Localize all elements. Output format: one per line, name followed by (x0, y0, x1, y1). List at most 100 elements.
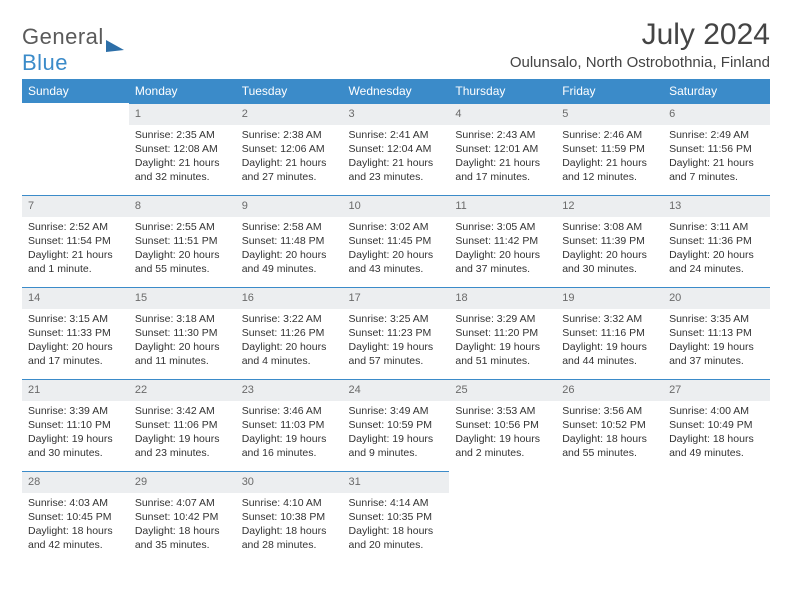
day-body: Sunrise: 2:46 AMSunset: 11:59 PMDaylight… (556, 125, 663, 191)
calendar-day-cell: 9Sunrise: 2:58 AMSunset: 11:48 PMDayligh… (236, 195, 343, 287)
calendar-day-cell: 1Sunrise: 2:35 AMSunset: 12:08 AMDayligh… (129, 103, 236, 195)
sunset-text: Sunset: 11:54 PM (28, 234, 123, 248)
day-body: Sunrise: 4:00 AMSunset: 10:49 PMDaylight… (663, 401, 770, 467)
day-number: 19 (556, 287, 663, 309)
calendar-day-cell: 2Sunrise: 2:38 AMSunset: 12:06 AMDayligh… (236, 103, 343, 195)
calendar-day-cell: 10Sunrise: 3:02 AMSunset: 11:45 PMDaylig… (343, 195, 450, 287)
calendar-week-row: 21Sunrise: 3:39 AMSunset: 11:10 PMDaylig… (22, 379, 770, 471)
day-body: Sunrise: 2:41 AMSunset: 12:04 AMDaylight… (343, 125, 450, 191)
sunrise-text: Sunrise: 2:38 AM (242, 128, 337, 142)
calendar-day-cell: 23Sunrise: 3:46 AMSunset: 11:03 PMDaylig… (236, 379, 343, 471)
day-body: Sunrise: 3:46 AMSunset: 11:03 PMDaylight… (236, 401, 343, 467)
sunrise-text: Sunrise: 2:46 AM (562, 128, 657, 142)
brand-word2: Blue (22, 50, 68, 75)
calendar-day-cell: 26Sunrise: 3:56 AMSunset: 10:52 PMDaylig… (556, 379, 663, 471)
day-body: Sunrise: 4:10 AMSunset: 10:38 PMDaylight… (236, 493, 343, 559)
day-body: Sunrise: 2:52 AMSunset: 11:54 PMDaylight… (22, 217, 129, 283)
sunset-text: Sunset: 11:20 PM (455, 326, 550, 340)
day-body: Sunrise: 3:02 AMSunset: 11:45 PMDaylight… (343, 217, 450, 283)
sunrise-text: Sunrise: 3:49 AM (349, 404, 444, 418)
calendar-day-cell: 5Sunrise: 2:46 AMSunset: 11:59 PMDayligh… (556, 103, 663, 195)
day-body: Sunrise: 4:07 AMSunset: 10:42 PMDaylight… (129, 493, 236, 559)
day-body: Sunrise: 3:08 AMSunset: 11:39 PMDaylight… (556, 217, 663, 283)
day-body: Sunrise: 3:18 AMSunset: 11:30 PMDaylight… (129, 309, 236, 375)
weekday-header: Friday (556, 79, 663, 103)
calendar-day-cell: 13Sunrise: 3:11 AMSunset: 11:36 PMDaylig… (663, 195, 770, 287)
day-body: Sunrise: 3:22 AMSunset: 11:26 PMDaylight… (236, 309, 343, 375)
calendar-week-row: 14Sunrise: 3:15 AMSunset: 11:33 PMDaylig… (22, 287, 770, 379)
sunset-text: Sunset: 10:45 PM (28, 510, 123, 524)
daylight-text: Daylight: 18 hours and 49 minutes. (669, 432, 764, 460)
weekday-header: Saturday (663, 79, 770, 103)
header: General Blue July 2024 Oulunsalo, North … (22, 18, 770, 77)
calendar-day-cell: 28Sunrise: 4:03 AMSunset: 10:45 PMDaylig… (22, 471, 129, 563)
sunrise-text: Sunrise: 3:53 AM (455, 404, 550, 418)
daylight-text: Daylight: 19 hours and 44 minutes. (562, 340, 657, 368)
daylight-text: Daylight: 20 hours and 4 minutes. (242, 340, 337, 368)
calendar-day-cell: 25Sunrise: 3:53 AMSunset: 10:56 PMDaylig… (449, 379, 556, 471)
day-number: 28 (22, 471, 129, 493)
sunset-text: Sunset: 10:42 PM (135, 510, 230, 524)
day-number: 11 (449, 195, 556, 217)
calendar-day-cell: 20Sunrise: 3:35 AMSunset: 11:13 PMDaylig… (663, 287, 770, 379)
daylight-text: Daylight: 20 hours and 37 minutes. (455, 248, 550, 276)
day-body: Sunrise: 3:11 AMSunset: 11:36 PMDaylight… (663, 217, 770, 283)
daylight-text: Daylight: 20 hours and 43 minutes. (349, 248, 444, 276)
daylight-text: Daylight: 20 hours and 24 minutes. (669, 248, 764, 276)
daylight-text: Daylight: 19 hours and 23 minutes. (135, 432, 230, 460)
day-body: Sunrise: 2:38 AMSunset: 12:06 AMDaylight… (236, 125, 343, 191)
sunrise-text: Sunrise: 3:11 AM (669, 220, 764, 234)
sunset-text: Sunset: 11:51 PM (135, 234, 230, 248)
daylight-text: Daylight: 19 hours and 9 minutes. (349, 432, 444, 460)
sunrise-text: Sunrise: 3:35 AM (669, 312, 764, 326)
calendar-day-cell: 17Sunrise: 3:25 AMSunset: 11:23 PMDaylig… (343, 287, 450, 379)
day-number: 7 (22, 195, 129, 217)
sunrise-text: Sunrise: 2:35 AM (135, 128, 230, 142)
sunset-text: Sunset: 11:33 PM (28, 326, 123, 340)
day-body: Sunrise: 2:49 AMSunset: 11:56 PMDaylight… (663, 125, 770, 191)
day-number: 29 (129, 471, 236, 493)
calendar-day-cell (556, 471, 663, 563)
day-body: Sunrise: 3:25 AMSunset: 11:23 PMDaylight… (343, 309, 450, 375)
sunrise-text: Sunrise: 3:29 AM (455, 312, 550, 326)
sunset-text: Sunset: 10:56 PM (455, 418, 550, 432)
sunset-text: Sunset: 11:36 PM (669, 234, 764, 248)
calendar-week-row: 28Sunrise: 4:03 AMSunset: 10:45 PMDaylig… (22, 471, 770, 563)
location-text: Oulunsalo, North Ostrobothnia, Finland (510, 54, 770, 71)
day-number: 23 (236, 379, 343, 401)
daylight-text: Daylight: 21 hours and 1 minute. (28, 248, 123, 276)
sunrise-text: Sunrise: 3:46 AM (242, 404, 337, 418)
daylight-text: Daylight: 18 hours and 42 minutes. (28, 524, 123, 552)
triangle-icon (106, 40, 124, 52)
calendar-header-row: Sunday Monday Tuesday Wednesday Thursday… (22, 79, 770, 103)
daylight-text: Daylight: 21 hours and 12 minutes. (562, 156, 657, 184)
day-number: 15 (129, 287, 236, 309)
sunrise-text: Sunrise: 4:10 AM (242, 496, 337, 510)
calendar-day-cell: 27Sunrise: 4:00 AMSunset: 10:49 PMDaylig… (663, 379, 770, 471)
day-number: 17 (343, 287, 450, 309)
calendar-day-cell: 29Sunrise: 4:07 AMSunset: 10:42 PMDaylig… (129, 471, 236, 563)
calendar-week-row: 7Sunrise: 2:52 AMSunset: 11:54 PMDayligh… (22, 195, 770, 287)
day-body: Sunrise: 3:29 AMSunset: 11:20 PMDaylight… (449, 309, 556, 375)
day-body: Sunrise: 2:35 AMSunset: 12:08 AMDaylight… (129, 125, 236, 191)
day-body: Sunrise: 3:56 AMSunset: 10:52 PMDaylight… (556, 401, 663, 467)
sunrise-text: Sunrise: 2:55 AM (135, 220, 230, 234)
day-number: 2 (236, 103, 343, 125)
brand-text: General Blue (22, 24, 104, 76)
daylight-text: Daylight: 19 hours and 51 minutes. (455, 340, 550, 368)
daylight-text: Daylight: 20 hours and 30 minutes. (562, 248, 657, 276)
day-number: 1 (129, 103, 236, 125)
day-number: 9 (236, 195, 343, 217)
calendar-day-cell: 24Sunrise: 3:49 AMSunset: 10:59 PMDaylig… (343, 379, 450, 471)
sunrise-text: Sunrise: 4:07 AM (135, 496, 230, 510)
calendar-day-cell: 3Sunrise: 2:41 AMSunset: 12:04 AMDayligh… (343, 103, 450, 195)
sunrise-text: Sunrise: 4:14 AM (349, 496, 444, 510)
day-body: Sunrise: 3:05 AMSunset: 11:42 PMDaylight… (449, 217, 556, 283)
sunrise-text: Sunrise: 3:05 AM (455, 220, 550, 234)
weekday-header: Wednesday (343, 79, 450, 103)
day-number: 30 (236, 471, 343, 493)
day-body: Sunrise: 4:03 AMSunset: 10:45 PMDaylight… (22, 493, 129, 559)
daylight-text: Daylight: 20 hours and 55 minutes. (135, 248, 230, 276)
day-number: 24 (343, 379, 450, 401)
sunset-text: Sunset: 11:45 PM (349, 234, 444, 248)
